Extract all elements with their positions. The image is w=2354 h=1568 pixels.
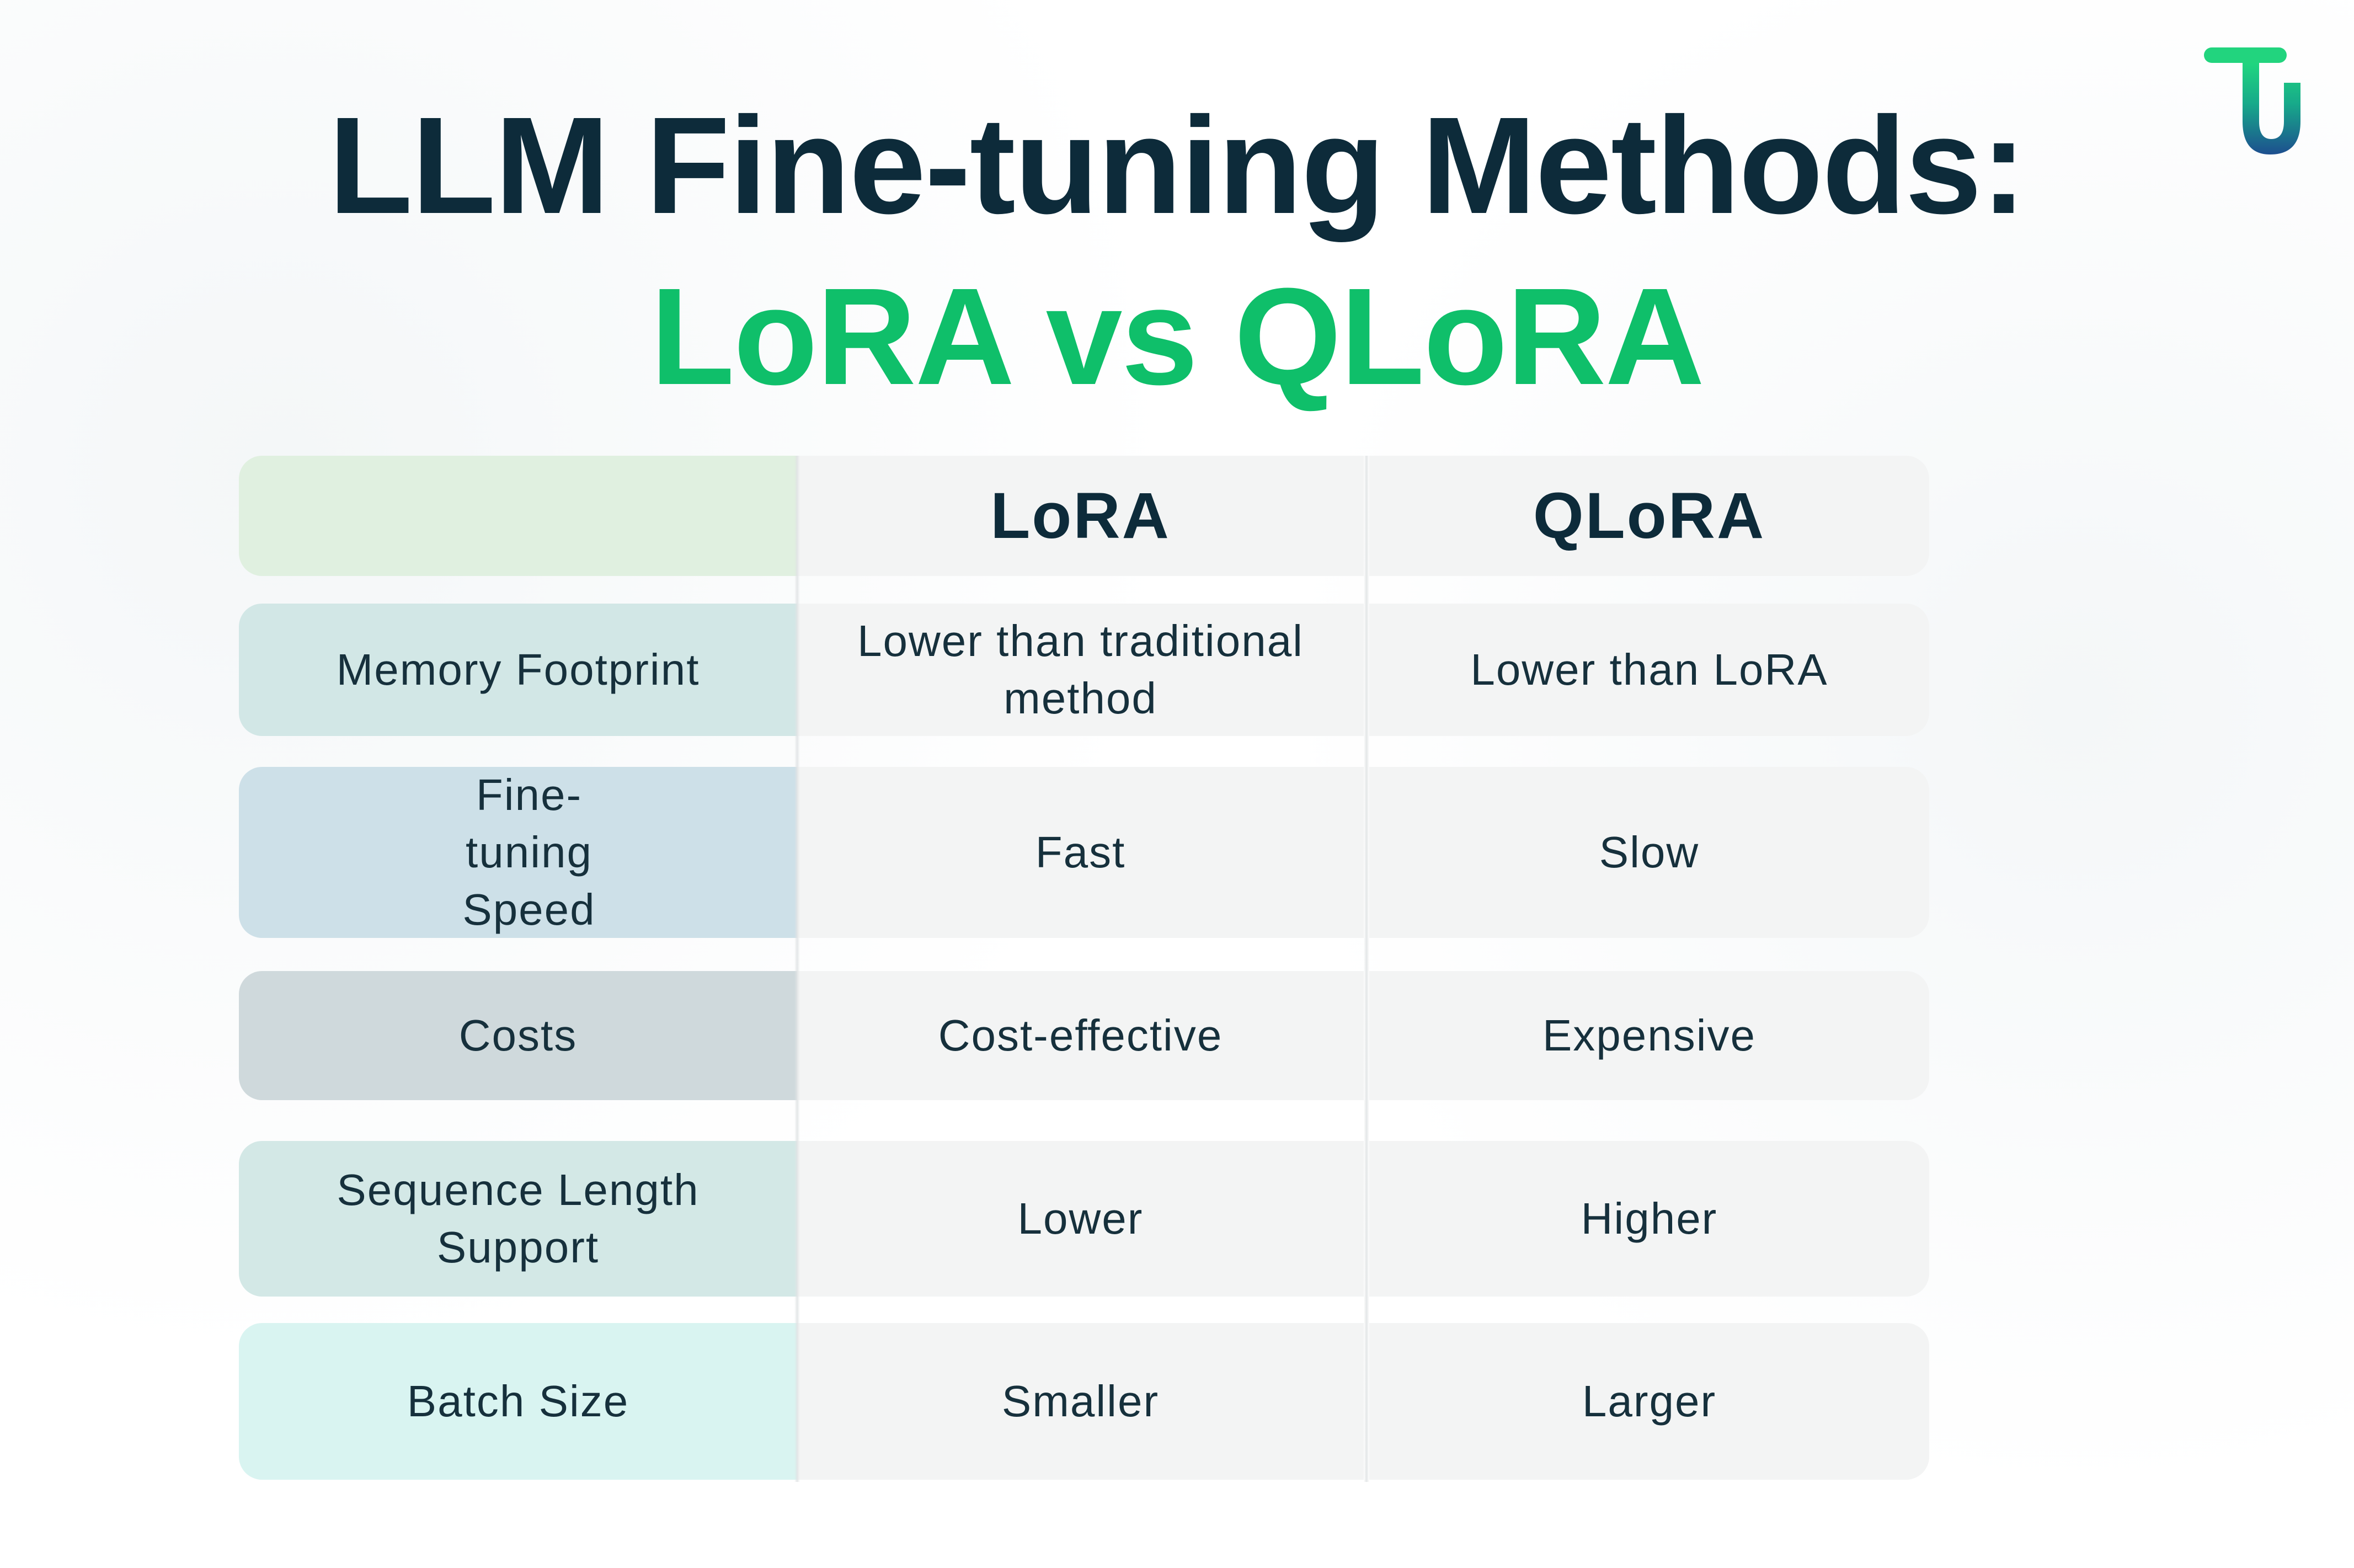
column-divider-2 — [1364, 456, 1369, 1482]
sequence-length-support-qlora: Higher — [1369, 1141, 1929, 1297]
row-label-costs: Costs — [239, 971, 797, 1100]
batch-size-lora: Smaller — [797, 1323, 1364, 1480]
header-lora: LoRA — [797, 456, 1364, 576]
row-label-fine-tuning-speed: Fine-tuning Speed — [239, 767, 797, 938]
batch-size-qlora: Larger — [1369, 1323, 1929, 1480]
costs-lora: Cost-effective — [797, 971, 1364, 1100]
memory-footprint-qlora: Lower than LoRA — [1369, 604, 1929, 736]
page-title: LLM Fine-tuning Methods: — [328, 88, 2026, 242]
fine-tuning-speed-lora: Fast — [797, 767, 1364, 938]
header-blank-cell — [239, 456, 797, 576]
page-subtitle: LoRA vs QLoRA — [650, 259, 1705, 413]
row-label-batch-size: Batch Size — [239, 1323, 797, 1480]
header-qlora: QLoRA — [1369, 456, 1929, 576]
fine-tuning-speed-qlora: Slow — [1369, 767, 1929, 938]
sequence-length-support-lora: Lower — [797, 1141, 1364, 1297]
memory-footprint-lora: Lower than traditional method — [797, 604, 1364, 736]
row-label-sequence-length-support: Sequence Length Support — [239, 1141, 797, 1297]
row-label-memory-footprint: Memory Footprint — [239, 604, 797, 736]
tu-logo-icon — [2204, 47, 2300, 154]
column-divider-1 — [794, 456, 800, 1482]
costs-qlora: Expensive — [1369, 971, 1929, 1100]
